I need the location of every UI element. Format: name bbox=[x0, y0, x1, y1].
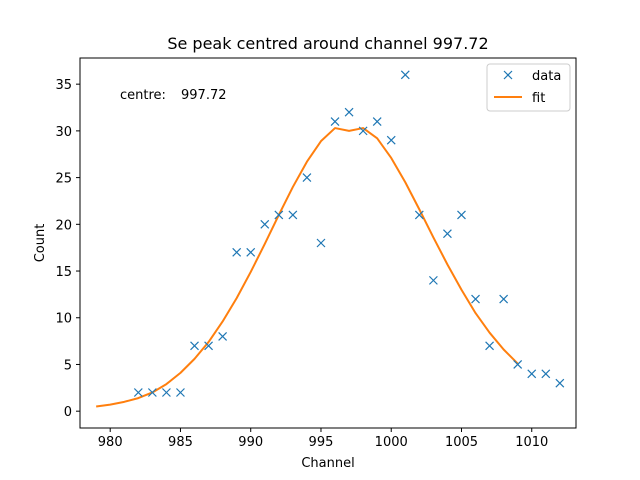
data-point bbox=[344, 107, 354, 117]
legend: data fit bbox=[486, 63, 571, 112]
data-series bbox=[133, 70, 565, 397]
data-point bbox=[428, 275, 438, 285]
data-point bbox=[358, 126, 368, 136]
data-point bbox=[218, 332, 228, 341]
x-tick-label: 995 bbox=[309, 435, 334, 450]
x-tick-label: 1000 bbox=[375, 435, 408, 450]
plot-frame bbox=[79, 57, 577, 429]
data-point bbox=[400, 70, 410, 80]
data-point bbox=[541, 369, 551, 379]
legend-data-label: data bbox=[532, 69, 561, 84]
x-tick-label: 990 bbox=[238, 435, 263, 450]
data-point bbox=[555, 378, 565, 388]
legend-fit-label: fit bbox=[532, 91, 545, 106]
data-point bbox=[147, 388, 157, 397]
data-point bbox=[330, 117, 340, 126]
y-axis-ticks: 0 5 10 15 20 25 30 35 bbox=[55, 78, 80, 420]
data-point bbox=[316, 238, 326, 248]
data-point bbox=[471, 294, 480, 304]
fit-line bbox=[96, 127, 519, 408]
data-point bbox=[288, 210, 298, 220]
y-tick-label: 5 bbox=[64, 358, 72, 373]
x-tick-label: 1005 bbox=[445, 435, 478, 450]
data-point bbox=[372, 117, 382, 126]
y-tick-label: 25 bbox=[55, 172, 72, 187]
chart-title: Se peak centred around channel 997.72 bbox=[167, 34, 488, 53]
data-point bbox=[204, 341, 213, 351]
x-tick-label: 985 bbox=[168, 435, 193, 450]
y-axis-label: Count bbox=[33, 224, 48, 263]
data-point bbox=[246, 247, 256, 257]
data-point bbox=[513, 360, 523, 369]
data-point bbox=[232, 247, 242, 257]
x-tick-label: 980 bbox=[98, 435, 123, 450]
y-tick-label: 30 bbox=[55, 125, 72, 140]
data-point bbox=[414, 210, 424, 220]
x-axis-label: Channel bbox=[301, 456, 354, 471]
data-point bbox=[190, 341, 199, 351]
data-point bbox=[260, 219, 270, 229]
x-tick-label: 1010 bbox=[515, 435, 548, 450]
y-tick-label: 15 bbox=[55, 265, 72, 280]
data-point bbox=[499, 294, 509, 304]
data-point bbox=[386, 135, 396, 145]
data-point bbox=[133, 388, 143, 397]
legend-data-marker bbox=[503, 70, 513, 80]
fit-series bbox=[96, 127, 519, 408]
data-point bbox=[485, 341, 495, 351]
data-point bbox=[302, 173, 312, 183]
data-point bbox=[274, 210, 284, 220]
annotation-label: centre: bbox=[120, 88, 166, 103]
data-point bbox=[161, 388, 171, 397]
legend-x-marker bbox=[503, 70, 513, 80]
x-axis-ticks: 980 985 990 995 1000 1005 1010 bbox=[98, 428, 548, 450]
y-tick-label: 10 bbox=[55, 312, 72, 327]
data-point bbox=[176, 388, 185, 397]
data-point bbox=[443, 229, 452, 239]
annotation-value: 997.72 bbox=[181, 88, 227, 103]
data-point bbox=[527, 369, 537, 379]
y-tick-label: 20 bbox=[55, 218, 72, 233]
data-point bbox=[457, 210, 466, 220]
plot-area bbox=[80, 58, 576, 428]
y-tick-label: 35 bbox=[55, 78, 72, 93]
y-tick-label: 0 bbox=[64, 405, 72, 420]
